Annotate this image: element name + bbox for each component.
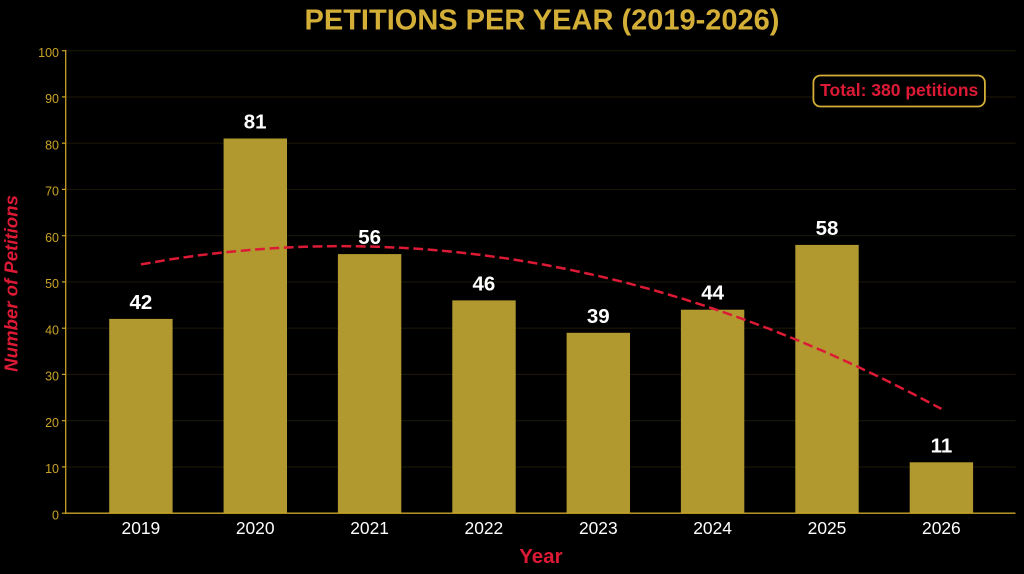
svg-text:PETITIONS PER YEAR (2019-2026): PETITIONS PER YEAR (2019-2026) — [305, 5, 780, 37]
svg-text:50: 50 — [45, 277, 59, 291]
svg-text:100: 100 — [38, 46, 59, 60]
svg-text:2021: 2021 — [350, 518, 389, 538]
svg-text:56: 56 — [358, 226, 381, 249]
svg-text:Number of Petitions: Number of Petitions — [1, 195, 22, 372]
svg-text:Total: 380 petitions: Total: 380 petitions — [820, 80, 978, 100]
svg-text:39: 39 — [587, 305, 610, 328]
svg-text:40: 40 — [45, 323, 59, 337]
svg-text:Year: Year — [519, 545, 562, 568]
svg-text:2025: 2025 — [808, 518, 847, 538]
svg-text:46: 46 — [472, 272, 495, 295]
svg-text:2026: 2026 — [922, 518, 961, 538]
svg-text:2022: 2022 — [465, 518, 504, 538]
svg-text:20: 20 — [45, 416, 59, 430]
svg-text:10: 10 — [45, 462, 59, 476]
svg-text:70: 70 — [45, 185, 59, 199]
svg-text:58: 58 — [816, 217, 839, 240]
svg-text:2019: 2019 — [122, 518, 161, 538]
svg-text:80: 80 — [45, 138, 59, 152]
svg-text:11: 11 — [931, 434, 953, 457]
svg-text:90: 90 — [45, 92, 59, 106]
svg-text:2023: 2023 — [579, 518, 618, 538]
svg-text:2024: 2024 — [693, 518, 732, 538]
svg-text:2020: 2020 — [236, 518, 275, 538]
svg-text:60: 60 — [45, 231, 59, 245]
svg-text:42: 42 — [129, 291, 152, 314]
svg-text:81: 81 — [244, 111, 267, 134]
svg-text:44: 44 — [701, 282, 724, 305]
svg-text:0: 0 — [52, 508, 59, 522]
svg-text:30: 30 — [45, 370, 59, 384]
